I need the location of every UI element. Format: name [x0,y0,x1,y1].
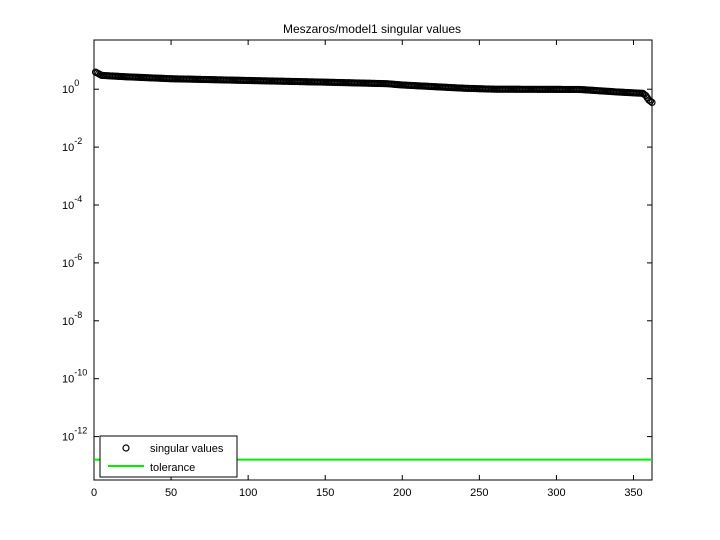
x-tick-label: 50 [165,487,177,499]
legend-marker-singular-values [122,444,130,452]
data-layer [91,68,656,461]
x-tick-label: 100 [239,487,257,499]
x-axis: 0 50 100 150 200 250 300 350 [91,40,643,499]
y-tick-label: 10-8 [62,310,82,328]
y-tick-label: 10-6 [62,252,82,270]
legend: singular values tolerance [99,435,238,478]
legend-label-singular-values: singular values [150,443,224,455]
legend-box [99,435,238,478]
x-tick-label: 200 [393,487,411,499]
y-tick-label: 10-2 [62,136,82,154]
x-tick-label: 300 [547,487,565,499]
y-tick-label: 10-4 [62,194,82,212]
x-tick-label: 250 [470,487,488,499]
x-tick-label: 350 [624,487,642,499]
x-tick-label: 0 [91,487,97,499]
legend-label-tolerance: tolerance [150,462,195,474]
chart-title: Meszaros/model1 singular values [283,22,461,36]
x-tick-label: 150 [316,487,334,499]
singular-value-point [648,98,656,107]
y-tick-label: 100 [62,78,79,96]
y-axis: 100 10-2 10-4 10-6 10-8 10-10 10-12 [62,78,652,444]
y-tick-label: 10-12 [62,426,87,444]
singular-value-point [646,97,655,105]
y-tick-label: 10-10 [62,368,87,386]
plot-area [93,39,653,481]
